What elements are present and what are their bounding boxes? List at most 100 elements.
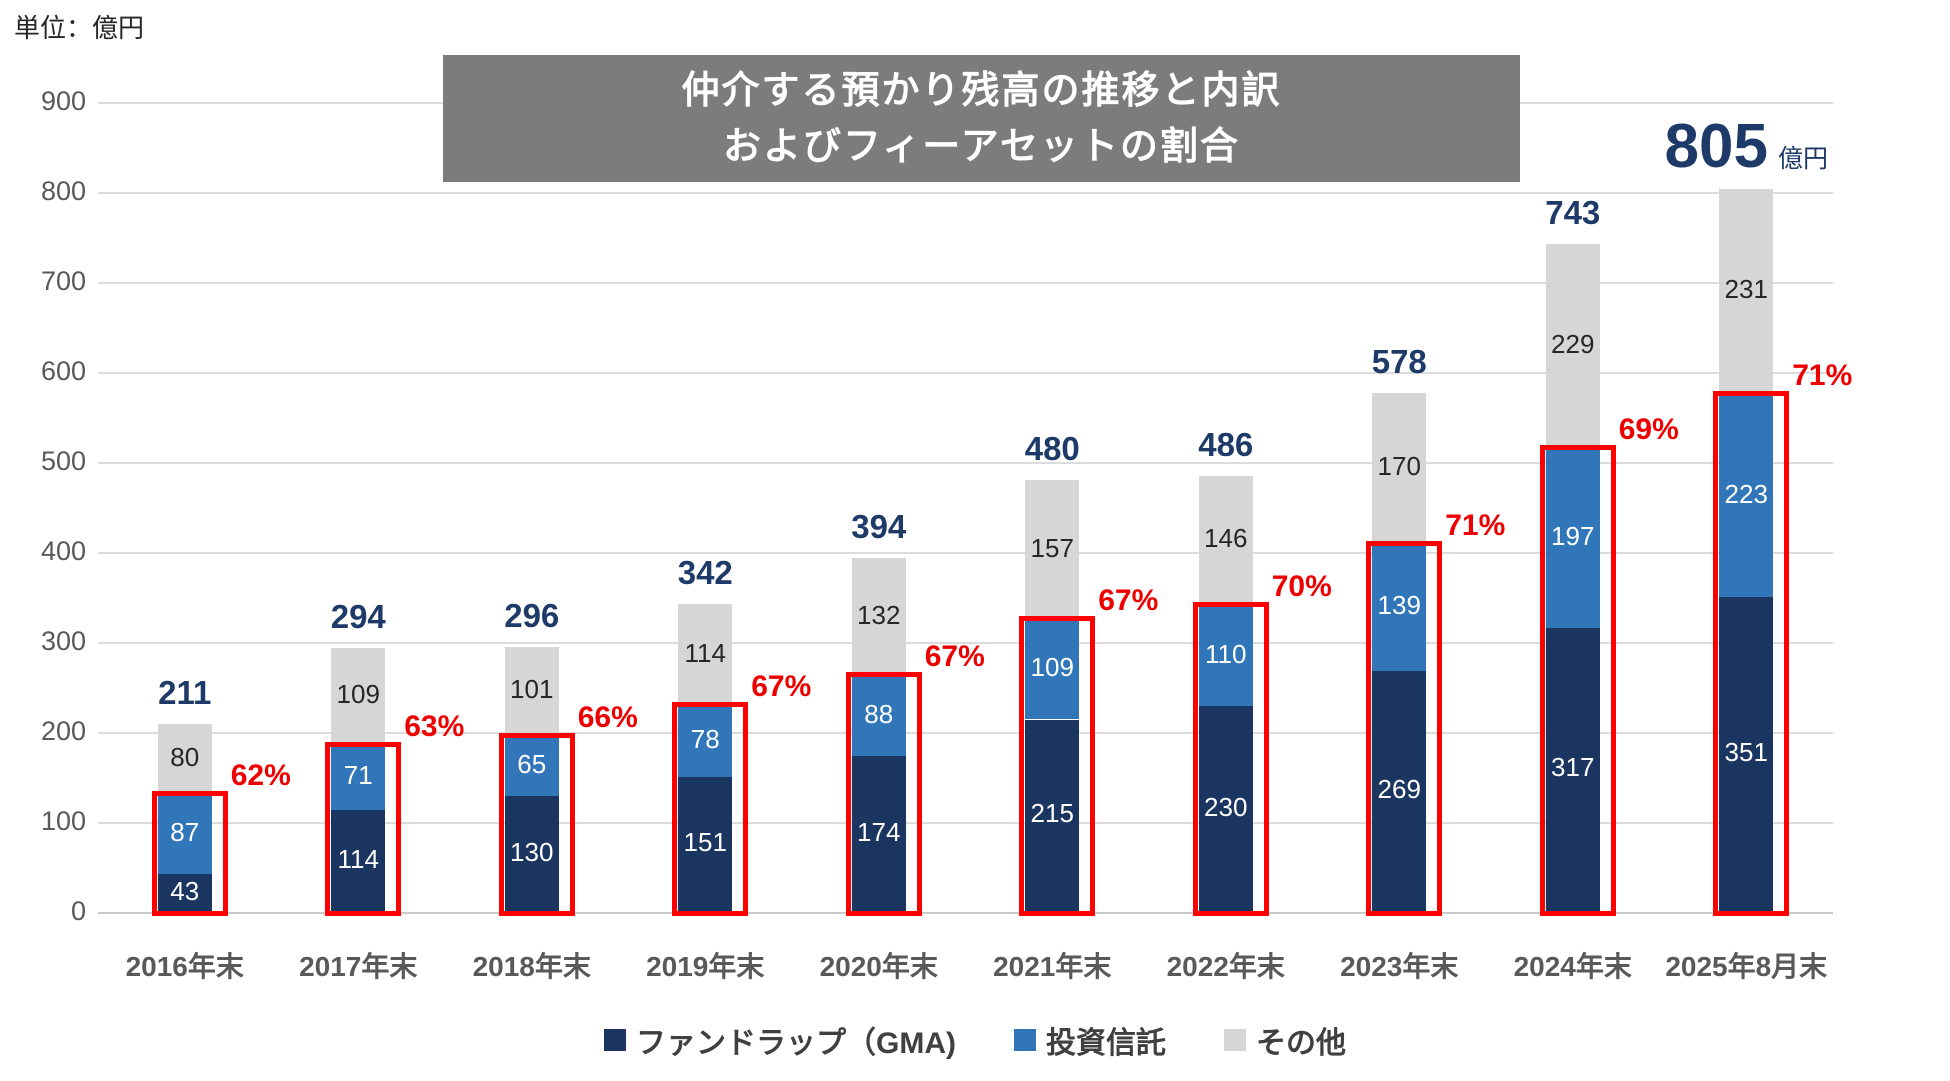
x-axis-label: 2020年末 <box>819 951 938 982</box>
x-axis-label: 2018年末 <box>472 951 591 982</box>
fee-asset-percent-label: 71% <box>1445 508 1506 542</box>
fee-asset-highlight-box <box>498 732 575 916</box>
segment-value-label: 231 <box>1724 274 1768 305</box>
segment-value-label: 351 <box>1724 737 1768 768</box>
bar-segment-投資信託-2021年末 <box>1025 621 1080 720</box>
bar-segment-その他-2023年末 <box>1372 392 1427 546</box>
bar-segment-投資信託-2017年末 <box>331 746 386 811</box>
segment-value-label: 110 <box>1205 638 1247 669</box>
bar-segment-投資信託-2022年末 <box>1198 607 1253 706</box>
segment-value-label: 80 <box>170 742 200 772</box>
segment-value-label: 197 <box>1551 521 1595 552</box>
gridline-400 <box>98 552 1833 554</box>
chart-title-line2: およびフィーアセットの割合 <box>723 125 1240 168</box>
fee-asset-highlight-box <box>845 672 922 916</box>
segment-value-label: 229 <box>1551 329 1595 360</box>
gridline-600 <box>98 372 1833 374</box>
segment-value-label: 223 <box>1724 478 1768 509</box>
bar-segment-その他-2024年末 <box>1545 244 1600 451</box>
fee-asset-percent-label: 67% <box>1098 584 1159 618</box>
total-label: 578 <box>1371 342 1427 380</box>
fee-asset-percent-label: 69% <box>1618 413 1679 447</box>
total-label: 743 <box>1545 194 1601 232</box>
bar-segment-ファンドラップ（GMA)-2017年末 <box>331 810 386 913</box>
total-label: 342 <box>677 554 733 592</box>
bar-segment-ファンドラップ（GMA)-2025年8月末 <box>1719 597 1774 913</box>
chart-title: 仲介する預かり残高の推移と内訳 およびフィーアセットの割合 <box>443 55 1520 182</box>
x-axis-label: 2017年末 <box>299 951 418 982</box>
total-unit-suffix: 億円 <box>1777 144 1828 173</box>
legend-swatch-icon <box>1013 1029 1036 1051</box>
total-label: 480 <box>1024 430 1080 468</box>
segment-value-label: 109 <box>1030 652 1074 683</box>
segment-value-label: 317 <box>1551 752 1595 783</box>
segment-value-label: 114 <box>337 843 379 874</box>
segment-value-label: 114 <box>684 637 726 668</box>
segment-value-label: 170 <box>1377 451 1421 482</box>
segment-value-label: 132 <box>857 599 901 630</box>
segment-value-label: 230 <box>1204 791 1248 822</box>
y-axis-label: 100 <box>40 806 86 836</box>
x-axis-label: 2016年末 <box>125 951 244 982</box>
bar-segment-投資信託-2020年末 <box>851 677 906 757</box>
y-axis-label: 0 <box>70 896 86 926</box>
bar-segment-ファンドラップ（GMA)-2024年末 <box>1545 627 1600 913</box>
legend-label: その他 <box>1255 1027 1346 1060</box>
gridline-300 <box>98 642 1833 644</box>
legend-item-その他: その他 <box>1223 1018 1346 1062</box>
segment-value-label: 65 <box>517 748 547 779</box>
bar-segment-ファンドラップ（GMA)-2019年末 <box>678 777 733 913</box>
x-axis-label: 2025年8月末 <box>1665 951 1828 982</box>
y-axis-label: 600 <box>40 356 86 386</box>
segment-value-label: 130 <box>510 836 554 867</box>
legend-swatch-icon <box>604 1029 626 1051</box>
bar-segment-ファンドラップ（GMA)-2016年末 <box>157 874 212 913</box>
y-axis-label: 200 <box>40 716 86 746</box>
segment-value-label: 88 <box>864 698 894 729</box>
segment-value-label: 269 <box>1377 773 1421 804</box>
segment-value-label: 87 <box>170 817 200 848</box>
bar-segment-その他-2025年8月末 <box>1719 188 1774 397</box>
legend-label: 投資信託 <box>1045 1027 1166 1060</box>
x-axis-label: 2019年末 <box>646 951 765 982</box>
segment-value-label: 146 <box>1204 523 1248 554</box>
total-label: 211 <box>158 674 212 711</box>
y-axis-label: 900 <box>40 86 86 116</box>
fee-asset-percent-label: 62% <box>230 759 291 792</box>
fee-asset-highlight-box <box>672 701 749 916</box>
bar-segment-投資信託-2024年末 <box>1545 450 1600 628</box>
bar-segment-ファンドラップ（GMA)-2020年末 <box>851 756 906 913</box>
y-axis-label: 300 <box>40 626 86 656</box>
fee-asset-percent-label: 71% <box>1792 359 1853 393</box>
total-label: 294 <box>330 598 386 636</box>
fee-asset-highlight-box <box>1366 540 1443 916</box>
gridline-500 <box>98 462 1833 464</box>
bar-segment-その他-2017年末 <box>331 648 386 747</box>
y-axis-label: 700 <box>40 266 86 296</box>
legend-label: ファンドラップ（GMA) <box>636 1027 956 1060</box>
segment-value-label: 101 <box>510 674 554 705</box>
x-axis-label: 2021年末 <box>993 951 1112 982</box>
fee-asset-percent-label: 67% <box>924 640 985 674</box>
segment-value-label: 174 <box>857 816 901 847</box>
segment-value-label: 43 <box>170 875 200 906</box>
bar-segment-その他-2018年末 <box>504 646 559 738</box>
fee-asset-percent-label: 67% <box>751 669 812 703</box>
x-axis-label: 2022年末 <box>1166 951 1285 982</box>
segment-value-label: 139 <box>1377 590 1421 621</box>
fee-asset-highlight-box <box>1539 445 1616 916</box>
bar-segment-ファンドラップ（GMA)-2021年末 <box>1025 719 1080 913</box>
bar-segment-その他-2016年末 <box>157 724 212 796</box>
y-axis-label: 500 <box>40 446 86 476</box>
bar-segment-投資信託-2023年末 <box>1372 545 1427 671</box>
bar-segment-投資信託-2018年末 <box>504 737 559 796</box>
total-label-highlight: 805 億円 <box>1596 111 1896 182</box>
gridline-200 <box>98 732 1833 734</box>
bar-segment-投資信託-2019年末 <box>678 706 733 778</box>
y-axis-label: 800 <box>40 176 86 206</box>
fee-asset-highlight-box <box>1713 391 1790 916</box>
fee-asset-percent-label: 70% <box>1271 570 1332 603</box>
segment-value-label: 71 <box>343 760 373 791</box>
bar-segment-ファンドラップ（GMA)-2018年末 <box>504 796 559 913</box>
